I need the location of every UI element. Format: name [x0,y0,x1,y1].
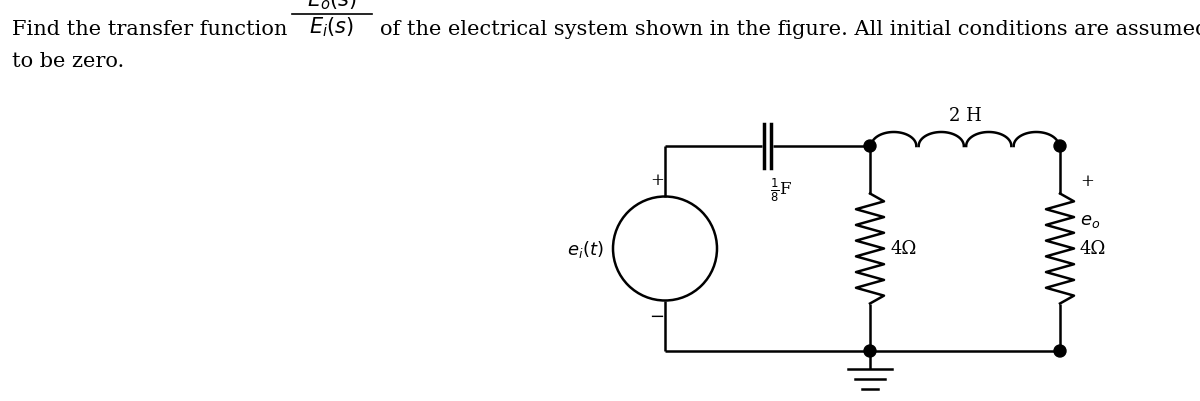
Text: −: − [649,307,665,325]
Text: +: + [650,172,664,189]
Circle shape [864,345,876,357]
Text: 4Ω: 4Ω [890,240,917,258]
Text: +: + [1080,173,1094,190]
Text: of the electrical system shown in the figure. All initial conditions are assumed: of the electrical system shown in the fi… [380,20,1200,39]
Text: to be zero.: to be zero. [12,52,125,71]
Text: $E_o(s)$: $E_o(s)$ [307,0,358,12]
Text: $\frac{1}{8}$F: $\frac{1}{8}$F [769,176,792,204]
Text: Find the transfer function: Find the transfer function [12,20,287,39]
Circle shape [1054,345,1066,357]
Text: 4Ω: 4Ω [1080,240,1106,258]
Circle shape [864,141,876,153]
Text: $e_o$: $e_o$ [1080,212,1100,230]
Text: $e_i(t)$: $e_i(t)$ [566,239,604,259]
Text: $E_i(s)$: $E_i(s)$ [310,15,355,38]
Text: 2 H: 2 H [949,107,982,125]
Circle shape [1054,141,1066,153]
